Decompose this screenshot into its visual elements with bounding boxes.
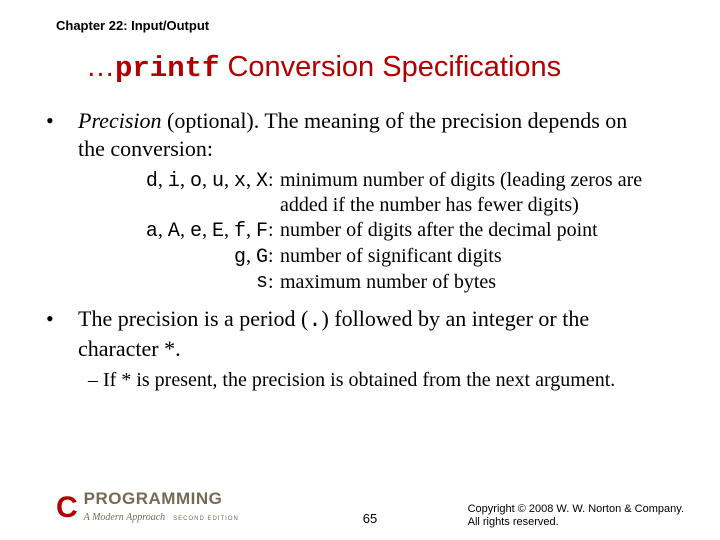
logo-edition: SECOND EDITION xyxy=(173,516,239,522)
spec-row: a, A, e, E, f, F:number of digits after … xyxy=(82,218,656,244)
bullet-dot: • xyxy=(62,305,78,333)
bullet2-code: . xyxy=(308,308,321,333)
spec-colon: : xyxy=(268,168,278,193)
title-code: printf xyxy=(115,52,219,85)
spec-desc: maximum number of bytes xyxy=(278,270,496,295)
footer: C PROGRAMMING A Modern Approach SECOND E… xyxy=(56,486,684,530)
title-rest: Conversion Specifications xyxy=(219,51,561,83)
spec-row: s:maximum number of bytes xyxy=(82,270,656,295)
bullet-em: Precision xyxy=(78,108,162,133)
sub-dash: – xyxy=(88,369,98,391)
bullet-period: •The precision is a period (.) followed … xyxy=(62,305,656,362)
book-logo: C PROGRAMMING A Modern Approach SECOND E… xyxy=(56,491,266,525)
copyright-line1: Copyright © 2008 W. W. Norton & Company. xyxy=(468,503,684,517)
spec-colon: : xyxy=(268,218,278,243)
spec-row: d, i, o, u, x, X:minimum number of digit… xyxy=(82,168,656,218)
spec-colon: : xyxy=(268,244,278,269)
copyright-line2: All rights reserved. xyxy=(468,516,684,530)
spec-colon: : xyxy=(268,270,278,295)
spec-codes: d, i, o, u, x, X xyxy=(82,168,268,194)
logo-sub: A Modern Approach xyxy=(84,512,165,523)
sub-text: If * is present, the precision is obtain… xyxy=(103,369,615,391)
logo-main: PROGRAMMING xyxy=(84,491,239,506)
spec-desc: minimum number of digits (leading zeros … xyxy=(278,168,656,218)
page-number: 65 xyxy=(363,511,377,526)
spec-codes: a, A, e, E, f, F xyxy=(82,218,268,244)
spec-desc: number of significant digits xyxy=(278,244,502,269)
spec-list: d, i, o, u, x, X:minimum number of digit… xyxy=(82,168,656,295)
spec-row: g, G:number of significant digits xyxy=(82,244,656,270)
copyright: Copyright © 2008 W. W. Norton & Company.… xyxy=(468,503,684,531)
spec-codes: g, G xyxy=(82,244,268,270)
sub-bullet-asterisk: – If * is present, the precision is obta… xyxy=(88,368,656,393)
bullet-dot: • xyxy=(62,107,78,135)
bullet-precision: •Precision (optional). The meaning of th… xyxy=(62,107,656,162)
logo-c: C xyxy=(56,491,78,525)
spec-desc: number of digits after the decimal point xyxy=(278,218,598,243)
slide-title: …printf Conversion Specifications xyxy=(86,51,680,85)
spec-codes: s xyxy=(82,270,268,295)
chapter-label: Chapter 22: Input/Output xyxy=(56,18,680,33)
bullet2-pre: The precision is a period ( xyxy=(78,306,308,331)
title-ellipsis: … xyxy=(86,51,115,83)
